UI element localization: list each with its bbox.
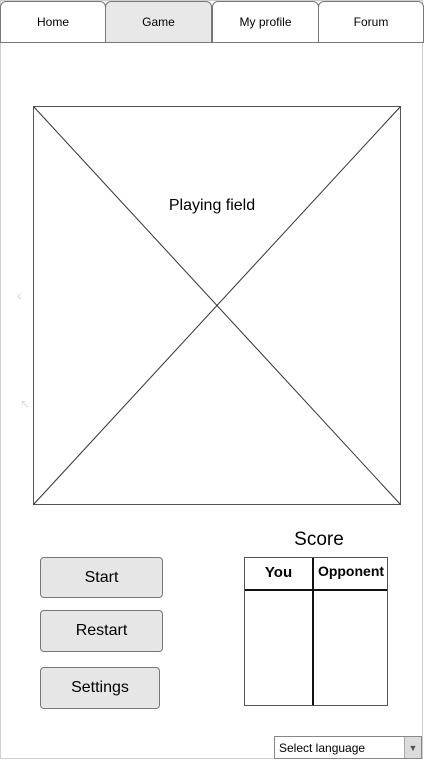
language-select[interactable]: Select language ▼: [274, 736, 422, 759]
chevron-left-icon: ‹: [17, 287, 22, 303]
restart-button[interactable]: Restart: [40, 610, 163, 652]
playing-field[interactable]: Playing field: [33, 106, 401, 505]
score-column-divider: [312, 558, 314, 705]
language-select-value: Select language: [279, 741, 366, 755]
start-button[interactable]: Start: [40, 557, 163, 598]
score-table: You Opponent: [244, 557, 388, 706]
tab-bar: Home Game My profile Forum: [0, 0, 424, 45]
score-title: Score: [294, 529, 344, 550]
tab-home[interactable]: Home: [0, 1, 106, 43]
score-header-divider: [245, 589, 387, 591]
arrow-up-left-icon: ↖: [20, 397, 31, 411]
chevron-down-icon[interactable]: ▼: [404, 737, 421, 758]
score-column-you: You: [264, 564, 293, 581]
score-column-opponent: Opponent: [317, 563, 385, 579]
settings-button[interactable]: Settings: [40, 667, 160, 709]
playing-field-label: Playing field: [168, 197, 256, 214]
tab-game[interactable]: Game: [105, 1, 212, 43]
playing-field-placeholder: [33, 106, 401, 505]
tab-my-profile[interactable]: My profile: [212, 1, 319, 43]
tab-forum[interactable]: Forum: [318, 1, 424, 43]
